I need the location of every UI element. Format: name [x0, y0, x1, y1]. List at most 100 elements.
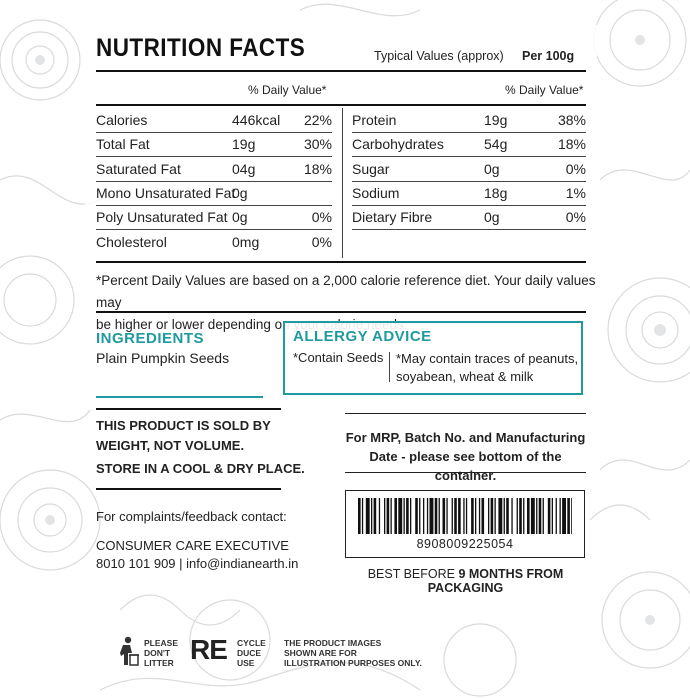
barcode-bar — [451, 498, 453, 534]
barcode-bar — [394, 498, 397, 534]
mrp-line-1: For MRP, Batch No. and Manufacturing — [345, 430, 586, 445]
dont-litter-text: PLEASE DON'T LITTER — [144, 638, 178, 668]
barcode-bar — [390, 498, 392, 534]
row-divider — [352, 229, 586, 231]
barcode-bar — [567, 498, 570, 534]
barcode-bar — [410, 498, 412, 534]
row-divider — [352, 132, 586, 133]
barcode-bar — [386, 498, 390, 534]
barcode-bar — [475, 498, 477, 534]
row-divider — [352, 156, 586, 158]
nutrient-daily-value: 30% — [303, 136, 332, 153]
barcode-bar — [373, 498, 377, 534]
header-rule — [96, 70, 586, 72]
re-line-3: USE — [237, 658, 255, 668]
barcode-bar — [415, 498, 418, 534]
contact-info: 8010 101 909 | info@indianearth.in — [96, 556, 299, 571]
barcode-bar — [398, 498, 403, 534]
barcode-bar — [481, 498, 485, 534]
nutrient-daily-value: 38% — [557, 112, 586, 128]
barcode-bar — [361, 498, 364, 534]
sold-line-2: WEIGHT, NOT VOLUME. — [96, 438, 245, 453]
barcode-bar — [527, 498, 530, 534]
nutrient-amount: 0g — [484, 209, 500, 226]
dont-litter-icon — [120, 636, 139, 666]
recycle-text: CYCLE DUCE USE — [237, 638, 266, 668]
nutrient-amount: 19g — [232, 136, 256, 153]
nutrient-name: Calories — [96, 112, 148, 128]
nutrient-amount: 18g — [484, 184, 508, 201]
nutrient-daily-value: 0% — [565, 209, 586, 226]
barcode-bar — [559, 498, 561, 534]
barcode-bar — [498, 498, 503, 534]
barcode-bar — [423, 498, 425, 534]
nutrient-name: Carbohydrates — [352, 136, 444, 153]
barcode-bar — [403, 498, 405, 534]
barcode-bar — [406, 498, 409, 534]
storage-note: STORE IN A COOL & DRY PLACE. — [96, 461, 305, 476]
nutrient-name: Total Fat — [96, 136, 150, 153]
allergy-heading: ALLERGY ADVICE — [293, 328, 432, 345]
complaints-label: For complaints/feedback contact: — [96, 509, 287, 524]
barcode-bar — [523, 498, 525, 534]
footnote-line-1: *Percent Daily Values are based on a 2,0… — [96, 273, 596, 310]
mrp-batch-note: For MRP, Batch No. and Manufacturing Dat… — [345, 428, 586, 485]
storage-rule — [96, 488, 281, 490]
allergy-may-line-2: soyabean, wheat & milk — [396, 369, 534, 384]
barcode-number: 8908009225054 — [416, 537, 514, 551]
re-line-1: CYCLE — [237, 638, 266, 648]
ingredients-underline — [96, 396, 263, 398]
nutrient-name: Poly Unsaturated Fat — [96, 209, 228, 226]
row-divider — [96, 204, 332, 206]
allergy-may-line-1: *May contain traces of peanuts, — [396, 351, 579, 366]
row-divider — [96, 156, 332, 158]
row-divider — [96, 132, 332, 133]
sold-by-rule — [96, 408, 281, 410]
barcode-bar — [442, 498, 446, 534]
barcode-bar — [503, 498, 505, 534]
nutrient-amount: 0g — [232, 209, 248, 226]
nutrient-name: Sodium — [352, 184, 400, 201]
barcode-bar — [511, 498, 513, 534]
barcode-bar — [478, 498, 481, 534]
litter-line-3: LITTER — [144, 658, 174, 668]
header-rule-secondary — [96, 104, 586, 106]
barcode-bar — [494, 498, 496, 534]
barcode-bar — [542, 498, 544, 534]
nutrient-daily-value: 0% — [311, 209, 332, 226]
barcode-bar — [562, 498, 566, 534]
nutrient-name: Sugar — [352, 160, 390, 177]
row-divider — [96, 229, 332, 231]
barcode-bar — [458, 498, 461, 534]
allergy-contains: *Contain Seeds — [293, 350, 384, 365]
barcode-bar — [536, 498, 538, 534]
nutrient-daily-value — [296, 181, 332, 205]
nutrient-name: Cholesterol — [96, 233, 167, 250]
nutrient-amount: 0g — [232, 184, 248, 201]
best-before-prefix: BEST BEFORE — [367, 567, 459, 581]
nutrient-amount: 0mg — [232, 233, 260, 250]
consumer-care-label: CONSUMER CARE EXECUTIVE — [96, 538, 289, 553]
ingredients-heading: INGREDIENTS — [96, 330, 205, 347]
barcode-bar — [358, 498, 361, 534]
best-before-value: 9 MONTHS FROM PACKAGING — [427, 567, 564, 595]
barcode-bar — [471, 498, 474, 534]
barcode-bar — [547, 498, 551, 534]
barcode-bar — [454, 498, 457, 534]
nutrition-facts-title: NUTRITION FACTS — [96, 34, 306, 62]
barcode-bar — [419, 498, 421, 534]
typical-values-label: Typical Values (approx) — [374, 49, 504, 63]
nutrient-name: Mono Unsaturated Fat — [96, 184, 236, 201]
barcode-bar — [384, 498, 386, 534]
nutrient-name: Dietary Fibre — [352, 209, 433, 226]
barcode-bar — [516, 498, 518, 534]
barcode-bar — [465, 498, 468, 534]
barcode-bar — [365, 498, 370, 534]
barcode-bar — [551, 498, 553, 534]
barcode-bar — [530, 498, 535, 534]
litter-line-2: DON'T — [144, 648, 171, 658]
nutrient-amount: 54g — [484, 136, 508, 153]
daily-value-label-right: % Daily Value* — [505, 83, 584, 97]
nutrient-amount: 0g — [484, 160, 500, 177]
allergy-may-contain: *May contain traces of peanuts, soyabean… — [396, 350, 578, 386]
